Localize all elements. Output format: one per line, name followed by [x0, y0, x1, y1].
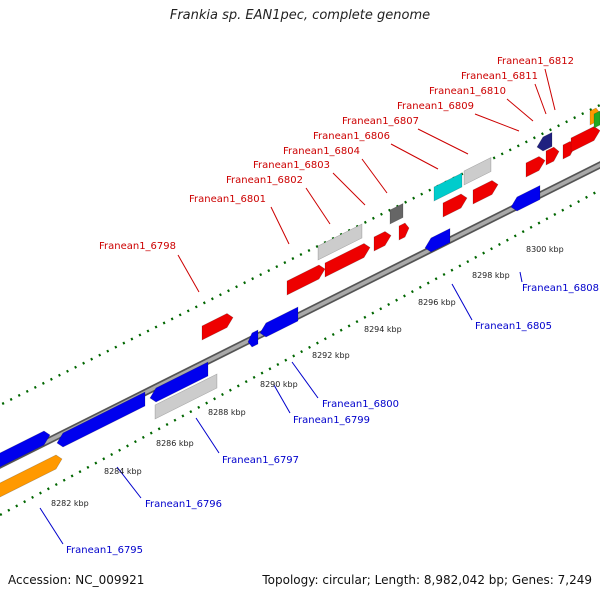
gene-6807: [442, 193, 468, 218]
label-franean1_6808: Franean1_6808: [522, 283, 599, 294]
label-franean1_6799: Franean1_6799: [293, 415, 370, 426]
leader-franean1_6797: [195, 417, 220, 454]
leader-franean1_6796: [116, 466, 142, 499]
gene-6799: [247, 329, 259, 348]
gene-6809: [472, 180, 499, 205]
gene-6801: [286, 264, 326, 296]
gene-6808: [510, 185, 541, 212]
leader-franean1_6795: [39, 507, 64, 545]
label-franean1_6802: Franean1_6802: [226, 175, 303, 186]
leader-franean1_6799: [273, 384, 291, 414]
label-franean1_6812: Franean1_6812: [497, 56, 574, 67]
leader-franean1_6809: [474, 113, 520, 132]
label-franean1_6810: Franean1_6810: [429, 86, 506, 97]
label-leaders: [39, 68, 556, 545]
kbp-tick-8300: 8300 kbp: [526, 245, 564, 254]
gene-6802-gray: [317, 223, 363, 261]
leader-franean1_6800: [291, 361, 319, 399]
gene-6810: [525, 156, 546, 178]
gene-6800: [259, 306, 299, 338]
kbp-tick-8298: 8298 kbp: [472, 271, 510, 280]
leader-franean1_6810: [506, 98, 534, 122]
gene-6802: [324, 243, 371, 278]
label-franean1_6795: Franean1_6795: [66, 545, 143, 556]
gene-6807-gray: [463, 157, 492, 186]
gene-6796: [0, 430, 51, 468]
label-franean1_6801: Franean1_6801: [189, 194, 266, 205]
leader-franean1_6808: [519, 271, 523, 283]
gene-features: [0, 107, 600, 498]
leader-franean1_6804: [361, 158, 388, 194]
kbp-tick-8284: 8284 kbp: [104, 467, 142, 476]
gene-6798-gray: [154, 373, 218, 420]
gene-6797a: [56, 391, 146, 448]
gene-6804: [389, 203, 404, 225]
gene-6816: [593, 110, 600, 129]
kbp-tick-8282: 8282 kbp: [51, 499, 89, 508]
gene-6814: [570, 126, 600, 153]
genome-summary: Topology: circular; Length: 8,982,042 bp…: [262, 573, 592, 587]
kbp-tick-8294: 8294 kbp: [364, 325, 402, 334]
label-franean1_6805: Franean1_6805: [475, 321, 552, 332]
kbp-tick-8296: 8296 kbp: [418, 298, 456, 307]
gene-6805: [424, 228, 451, 253]
kbp-tick-8290: 8290 kbp: [260, 380, 298, 389]
leader-franean1_6803: [332, 172, 366, 206]
kbp-tick-8288: 8288 kbp: [208, 408, 246, 417]
leader-franean1_6798: [177, 254, 200, 293]
upper-tick-row: [0, 103, 600, 407]
gene-6804b: [398, 222, 410, 241]
label-franean1_6803: Franean1_6803: [253, 160, 330, 171]
kbp-tick-8286: 8286 kbp: [156, 439, 194, 448]
gene-6811: [536, 132, 553, 152]
label-franean1_6807: Franean1_6807: [342, 116, 419, 127]
leader-franean1_6805: [451, 283, 473, 321]
leader-franean1_6802: [305, 187, 331, 225]
label-franean1_6800: Franean1_6800: [322, 399, 399, 410]
gene-6798: [201, 313, 234, 341]
map-title: Frankia sp. EAN1pec, complete genome: [169, 8, 431, 23]
leader-franean1_6807: [417, 128, 469, 155]
lower-tick-row: [0, 188, 600, 517]
label-franean1_6811: Franean1_6811: [461, 71, 538, 82]
label-franean1_6797: Franean1_6797: [222, 455, 299, 466]
label-franean1_6798: Franean1_6798: [99, 241, 176, 252]
gene-6803: [373, 231, 392, 252]
gene-labels: Franean1_6798 Franean1_6801 Franean1_6802 F…: [66, 56, 599, 556]
tick-dots: [0, 103, 600, 517]
kbp-tick-8292: 8292 kbp: [312, 351, 350, 360]
kbp-tick-labels: 8282 kbp 8284 kbp 8286 kbp 8288 kbp 8290 kbp…: [51, 245, 564, 508]
accession-text: Accession: NC_009921: [8, 573, 145, 587]
label-franean1_6806: Franean1_6806: [313, 131, 390, 142]
leader-franean1_6812: [544, 68, 556, 111]
label-franean1_6804: Franean1_6804: [283, 146, 360, 157]
leader-franean1_6811: [534, 83, 547, 115]
gene-6797b: [149, 361, 209, 403]
gene-6806: [433, 172, 463, 202]
leader-franean1_6806: [390, 143, 439, 170]
gene-6812: [545, 146, 560, 166]
leader-franean1_6801: [270, 206, 290, 245]
gene-6795: [0, 454, 63, 498]
label-franean1_6796: Franean1_6796: [145, 499, 222, 510]
label-franean1_6809: Franean1_6809: [397, 101, 474, 112]
